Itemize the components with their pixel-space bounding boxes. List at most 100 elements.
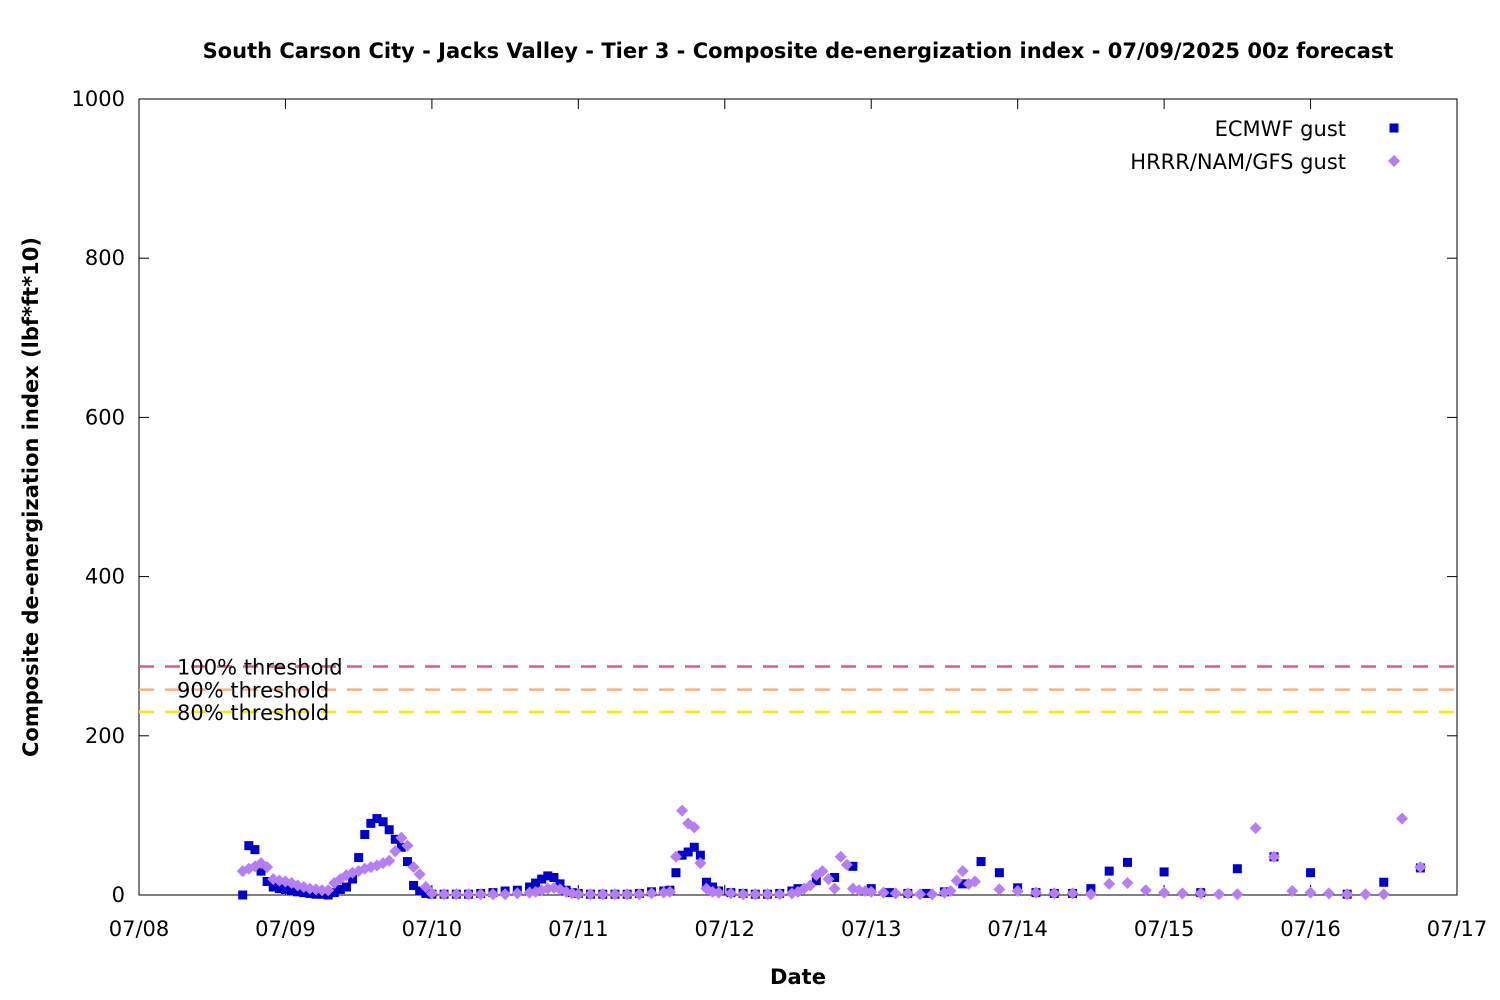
ecmwf-point [354,853,364,863]
hrrr-point [413,868,426,881]
hrrr-point [486,888,499,901]
hrrr-point [1084,888,1097,901]
hrrr-point [834,850,847,863]
hrrr-point [914,888,927,901]
hrrr-point [608,888,621,901]
hrrr-point [749,888,762,901]
legend-marker [1389,123,1399,133]
x-axis: 07/08 07/09 07/10 07/11 07/12 07/13 07/14 07/15… [109,99,1487,941]
ecmwf-point [689,842,699,852]
ecmwf-point [262,876,272,886]
hrrr-point [901,887,914,900]
legend-label: HRRR/NAM/GFS gust [1130,150,1346,174]
hrrr-point [956,865,969,878]
hrrr-point [1414,861,1427,874]
hrrr-point [1139,884,1152,897]
threshold-label: 100% threshold [177,656,343,680]
hrrr-point [511,887,524,900]
hrrr-point [877,886,890,899]
hrrr-point [438,888,451,901]
ecmwf-point [390,834,400,844]
y-tick-label: 400 [85,565,125,589]
hrrr-point [462,888,475,901]
hrrr-point [450,888,463,901]
hrrr-point [474,888,487,901]
hrrr-point [950,874,963,887]
x-axis-label: Date [770,965,826,989]
hrrr-point [1011,885,1024,898]
x-tick-label: 07/11 [548,917,609,941]
ecmwf-point [268,882,278,892]
plot-area [138,98,1458,896]
hrrr-point [737,888,750,901]
hrrr-point [968,875,981,888]
hrrr-point [1396,812,1409,825]
ecmwf-point [402,857,412,867]
ecmwf-point [360,830,370,840]
hrrr-point [596,888,609,901]
y-axis-label: Composite de-energization index (lbf*ft*… [19,237,43,757]
hrrr-point [993,883,1006,896]
hrrr-point [1121,877,1134,890]
ecmwf-point [396,842,406,852]
hrrr-point [1267,850,1280,863]
hrrr-point [1029,886,1042,899]
ecmwf-point [683,847,693,857]
ecmwf-point [348,874,358,884]
y-tick-label: 1000 [72,87,125,111]
hrrr-point [1103,877,1116,890]
ecmwf-point [250,845,260,855]
ecmwf-point [531,878,541,888]
ecmwf-point [549,872,559,882]
hrrr-point [1304,886,1317,899]
hrrr-point [1048,887,1061,900]
ecmwf-point [1123,857,1132,867]
hrrr-point [889,887,902,900]
ecmwf-point [280,884,290,894]
ecmwf-point [830,872,840,882]
ecmwf-point [1232,864,1242,874]
hrrr-point [761,888,774,901]
hrrr-point [1341,888,1354,901]
threshold-label: 80% threshold [177,701,329,725]
ecmwf-point [415,886,425,896]
ecmwf-point [378,817,388,827]
hrrr-point [389,845,402,858]
ecmwf-point [287,886,297,896]
hrrr-point [1213,888,1226,901]
ecmwf-point [341,882,351,892]
series-hrrr-nam-gfs [236,804,1427,901]
hrrr-point [401,839,414,852]
ecmwf-point [409,880,419,890]
hrrr-point [676,804,689,817]
ecmwf-point [384,825,394,835]
x-tick-label: 07/15 [1134,917,1195,941]
ecmwf-point [958,879,968,889]
hrrr-point [261,861,274,874]
ecmwf-point [848,861,858,871]
hrrr-point [1359,888,1372,901]
hrrr-point [688,821,701,834]
x-tick-label: 07/10 [402,917,463,941]
ecmwf-point [421,888,431,898]
hrrr-point [669,850,682,863]
ecmwf-point [1104,866,1114,876]
hrrr-point [584,888,597,901]
x-tick-label: 07/13 [841,917,902,941]
ecmwf-point [238,890,248,900]
x-tick-label: 07/16 [1280,917,1341,941]
hrrr-point [1194,887,1207,900]
hrrr-point [1249,822,1262,835]
hrrr-point [804,879,817,892]
hrrr-point [499,888,512,901]
hrrr-point [645,887,658,900]
ecmwf-point [293,887,303,897]
hrrr-point [1158,886,1171,899]
x-tick-label: 07/14 [987,917,1048,941]
hrrr-point [383,854,396,867]
hrrr-point [1286,885,1299,898]
hrrr-point [425,887,438,900]
hrrr-point [1377,888,1390,901]
ecmwf-point [1306,868,1316,878]
